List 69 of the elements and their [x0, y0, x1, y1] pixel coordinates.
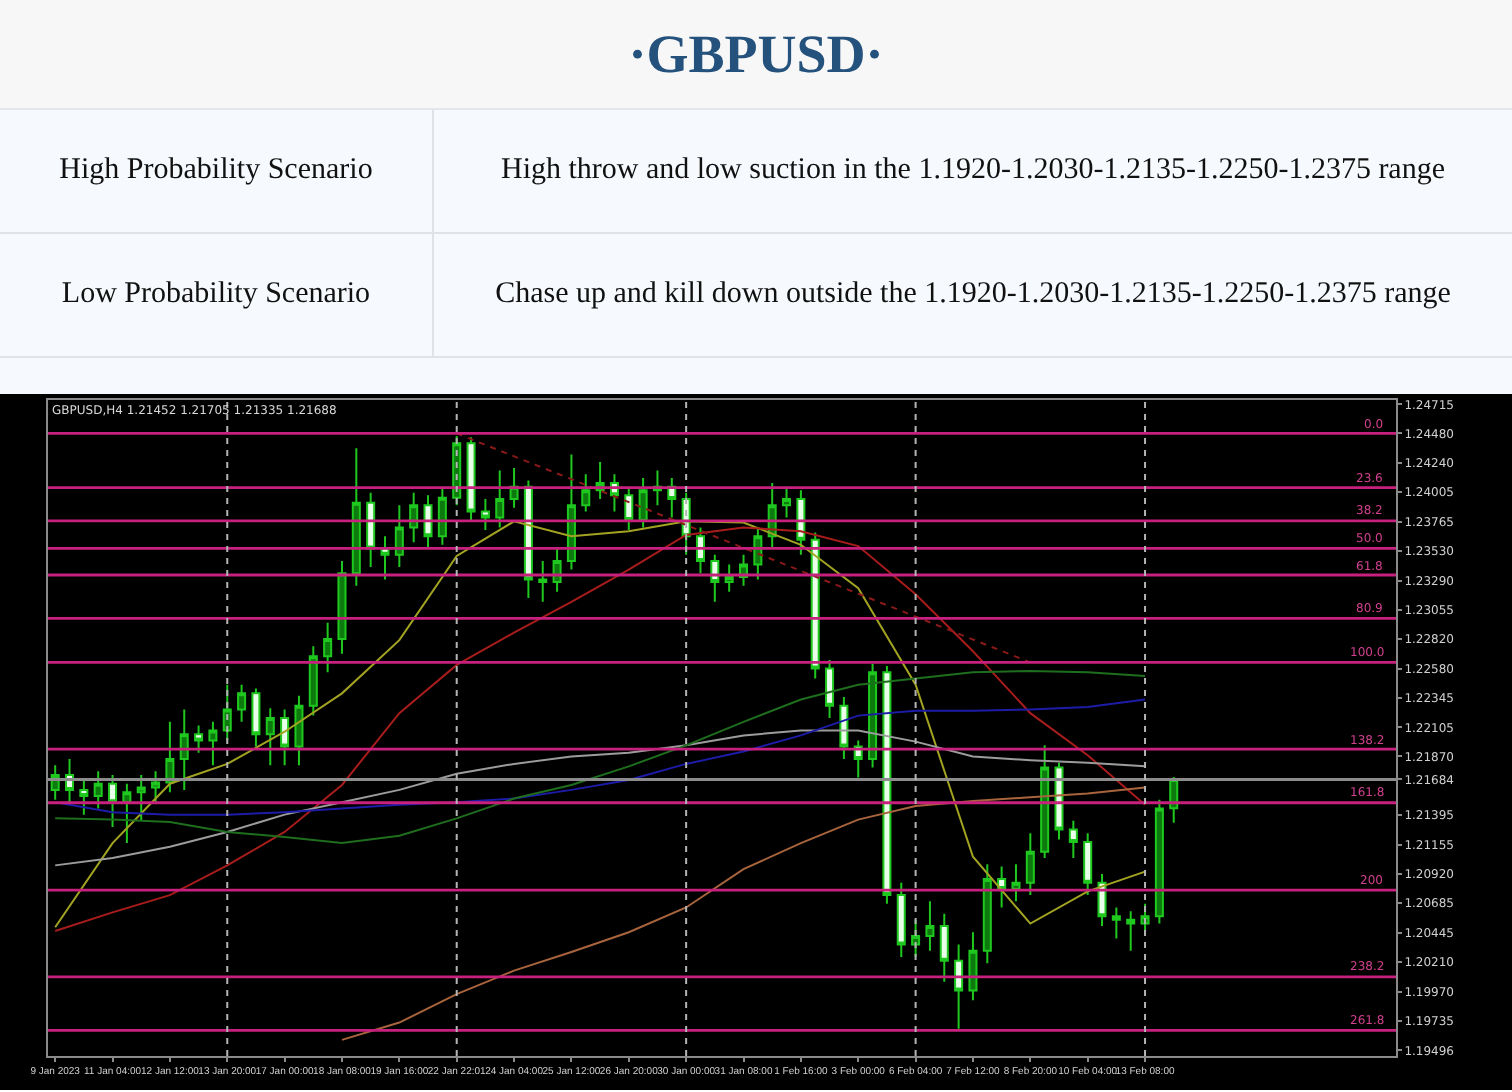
- candlestick: [380, 535, 390, 581]
- candlestick: [237, 683, 247, 723]
- candlestick: [624, 485, 634, 531]
- candlestick: [896, 881, 906, 958]
- candlestick: [122, 782, 132, 845]
- candlestick: [1011, 863, 1021, 903]
- candlestick: [437, 485, 447, 546]
- candlestick: [997, 865, 1007, 909]
- candlestick: [466, 436, 476, 522]
- candlestick: [710, 553, 720, 603]
- candlestick: [638, 476, 648, 529]
- candlestick: [509, 467, 519, 509]
- candlestick: [925, 900, 935, 952]
- candlestick: [882, 665, 892, 905]
- candlestick: [825, 658, 835, 720]
- candlestick: [366, 491, 376, 569]
- candlestick: [968, 931, 978, 1002]
- chart-title: ·GBPUSD·: [628, 23, 884, 85]
- candlestick: [151, 770, 161, 804]
- candlestick: [724, 563, 734, 593]
- candlestick: [308, 645, 318, 717]
- candlestick: [1126, 910, 1136, 952]
- candlestick: [108, 774, 118, 829]
- candlestick: [265, 707, 275, 767]
- candlestick: [323, 621, 333, 674]
- candlestick: [480, 498, 490, 531]
- candlestick: [566, 453, 576, 571]
- candlestick: [667, 476, 677, 519]
- text: High Probability Scenario: [0, 110, 433, 233]
- candlestick: [839, 696, 849, 760]
- candlestick: [495, 469, 505, 529]
- candlestick: [695, 526, 705, 575]
- candlestick: [337, 559, 347, 655]
- candlestick: [1068, 819, 1078, 859]
- text: Chase up and kill down outside the 1.1920-1.2030-1.2135-1.2250-1.2375 range: [433, 233, 1512, 357]
- candlestick: [939, 912, 949, 983]
- candlestick: [796, 489, 806, 556]
- line-series: [340, 786, 1147, 1041]
- candlestick: [208, 720, 218, 767]
- candlestick: [739, 553, 749, 587]
- candlestick: [1040, 744, 1050, 859]
- line-series: [54, 729, 1147, 867]
- text: Low Probability Scenario: [0, 233, 433, 357]
- candlestick: [1083, 832, 1093, 897]
- candlestick: [93, 770, 103, 810]
- candlestick: [409, 491, 419, 544]
- candlestick: [394, 504, 404, 569]
- candlestick: [1154, 798, 1164, 925]
- candlestick: [782, 485, 792, 519]
- candlestick: [79, 778, 89, 816]
- candlestick: [351, 447, 361, 587]
- text: High throw and low suction in the 1.1920-1.2030-1.2135-1.2250-1.2375 range: [433, 110, 1512, 233]
- candlestick: [581, 473, 591, 513]
- candlestick: [136, 774, 146, 822]
- candlestick: [552, 547, 562, 593]
- candlestick: [294, 694, 304, 767]
- candlestick: [423, 494, 433, 550]
- candlestick: [1140, 902, 1150, 934]
- candlestick: [179, 708, 189, 791]
- candlestick: [982, 863, 992, 965]
- candlestick: [954, 943, 964, 1030]
- candlestick: [538, 559, 548, 603]
- candlestick: [280, 708, 290, 767]
- line-series: [54, 670, 1147, 845]
- candlestick: [251, 687, 261, 748]
- candlestick: [1111, 906, 1121, 940]
- candlestick: [1025, 832, 1035, 897]
- candlestick: [194, 724, 204, 754]
- candlestick: [868, 662, 878, 769]
